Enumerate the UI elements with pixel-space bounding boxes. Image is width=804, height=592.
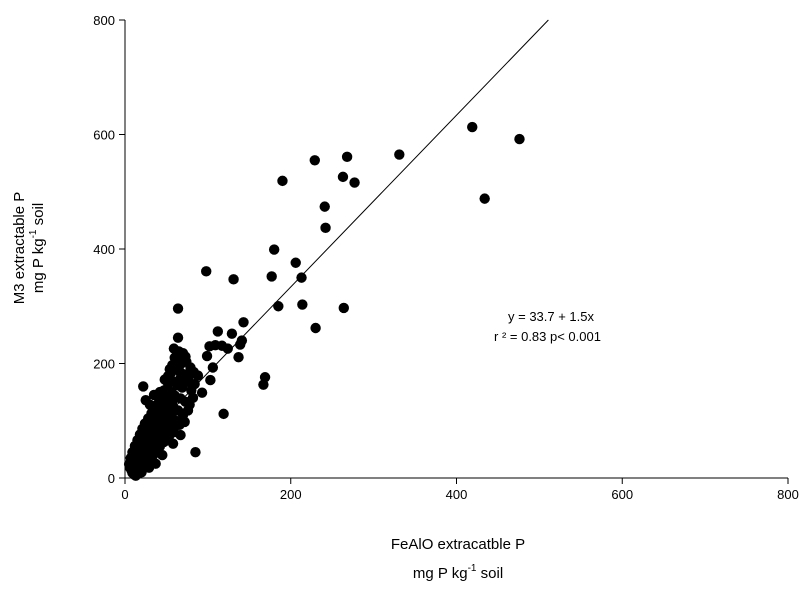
data-point	[277, 175, 288, 187]
x-axis-unit-superscript: -1	[468, 563, 477, 574]
data-point	[154, 386, 166, 398]
tick-labels: 0 200 400 600 800 0 200 400 600 800	[93, 13, 799, 502]
data-point	[273, 301, 284, 312]
data-point	[205, 374, 216, 386]
data-point	[167, 397, 178, 408]
data-point	[172, 303, 184, 314]
data-points	[123, 121, 525, 481]
data-point	[187, 392, 199, 404]
data-point	[188, 366, 199, 378]
x-tick-label: 200	[280, 487, 302, 502]
data-point	[201, 266, 212, 277]
data-point	[233, 352, 244, 363]
data-point	[341, 151, 353, 163]
y-axis-title-line1: M3 extractable P	[11, 192, 28, 305]
data-point	[175, 429, 186, 441]
data-point	[144, 399, 156, 410]
data-point	[268, 244, 280, 255]
data-point	[320, 222, 331, 234]
data-point	[319, 201, 330, 212]
regression-line	[124, 19, 549, 460]
data-point	[394, 149, 405, 160]
data-point	[218, 408, 229, 420]
data-point	[169, 352, 180, 363]
data-point	[152, 406, 163, 418]
data-point	[266, 271, 277, 282]
data-point	[234, 339, 246, 350]
data-point	[190, 447, 201, 458]
data-point	[238, 317, 249, 328]
data-point	[514, 133, 525, 145]
data-point	[164, 364, 175, 375]
data-point	[296, 272, 307, 283]
data-point	[171, 420, 182, 431]
data-point	[174, 374, 185, 385]
data-point	[179, 416, 190, 428]
data-point	[349, 177, 360, 188]
data-point	[138, 381, 149, 392]
data-point	[201, 350, 213, 362]
data-point	[142, 455, 153, 467]
x-axis-unit-tail: soil	[476, 565, 503, 582]
data-point	[338, 302, 349, 314]
y-axis-unit-base: mg P kg	[30, 238, 47, 293]
data-point	[479, 193, 490, 204]
data-point	[196, 387, 208, 398]
x-axis-title-line1: FeAlO extracatble P	[391, 536, 525, 553]
x-tick-label: 800	[777, 487, 799, 502]
data-point	[167, 438, 179, 449]
x-axis-unit-base: mg P kg	[413, 565, 468, 582]
regression-equation: y = 33.7 + 1.5x	[508, 309, 595, 324]
y-axis-title-line2: mg P kg-1 soil	[28, 203, 47, 293]
data-point	[297, 299, 308, 310]
x-tick-label: 0	[121, 487, 128, 502]
data-point	[212, 326, 224, 337]
data-point	[157, 449, 168, 461]
x-tick-label: 400	[446, 487, 468, 502]
data-point	[290, 257, 301, 268]
y-tick-label: 800	[93, 13, 115, 28]
data-point	[226, 328, 238, 339]
data-point	[136, 467, 147, 478]
axes	[119, 19, 789, 484]
data-point	[310, 322, 321, 334]
data-point	[258, 379, 269, 390]
data-point	[467, 121, 478, 133]
data-point	[309, 155, 320, 166]
r-squared-annotation: r ² = 0.83 p< 0.001	[494, 329, 601, 344]
data-point	[128, 464, 139, 475]
data-point	[337, 171, 349, 183]
x-axis-title-line2: mg P kg-1 soil	[413, 563, 503, 582]
data-point	[228, 274, 239, 285]
y-tick-label: 600	[93, 128, 115, 143]
y-axis-unit-superscript: -1	[28, 229, 39, 238]
data-point	[172, 332, 184, 343]
y-tick-label: 0	[108, 471, 115, 486]
data-point	[156, 424, 167, 435]
data-point	[149, 438, 161, 449]
y-tick-label: 200	[93, 357, 115, 372]
data-point	[222, 343, 233, 354]
y-axis-unit-tail: soil	[30, 203, 47, 230]
x-tick-label: 600	[611, 487, 633, 502]
data-point	[182, 405, 194, 416]
y-tick-label: 400	[93, 242, 115, 257]
